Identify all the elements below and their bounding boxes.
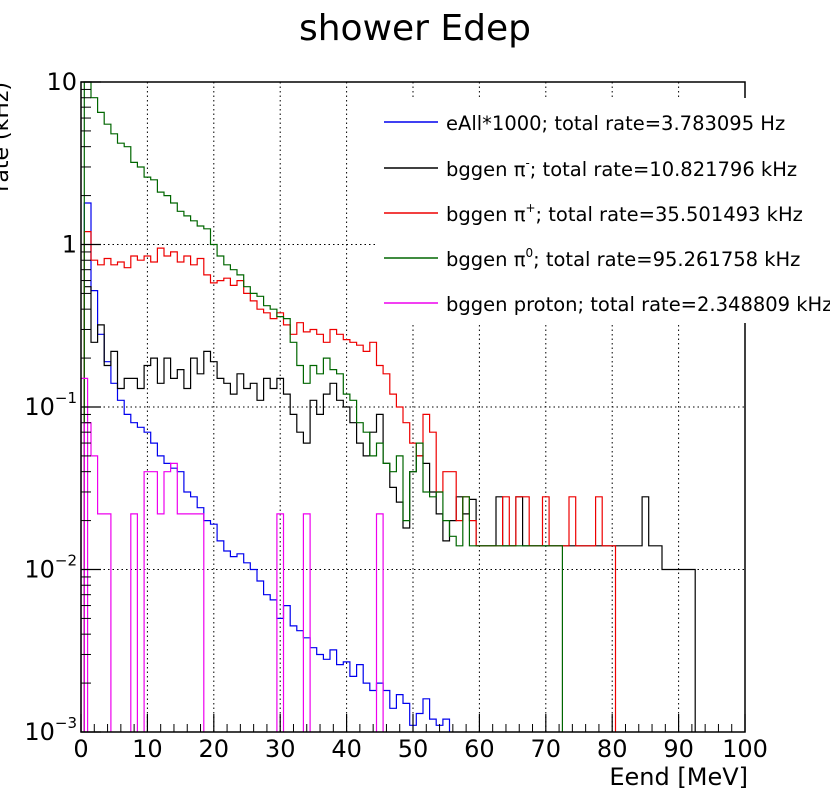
- series-3: [83, 81, 563, 732]
- series-0: [83, 202, 451, 732]
- y-tick-label: 10: [46, 68, 77, 96]
- x-tick-label: 0: [73, 735, 88, 763]
- series-4: [80, 377, 384, 732]
- series-line: [83, 81, 563, 732]
- y-tick-label: 10−2: [24, 552, 77, 584]
- legend-entry: bggen π-; total rate=10.821796 kHz: [446, 156, 797, 181]
- x-tick-label: 80: [597, 735, 628, 763]
- x-tick-label: 70: [531, 735, 562, 763]
- legend-entry: bggen π0; total rate=95.261758 kHz: [446, 246, 800, 271]
- series-line: [80, 377, 384, 732]
- y-axis-label: rate (kHz): [0, 82, 14, 192]
- legend-entry: bggen π+; total rate=35.501493 kHz: [446, 201, 803, 226]
- x-tick-label: 90: [663, 735, 694, 763]
- legend-box: [375, 98, 825, 323]
- legend: eAll*1000; total rate=3.783095 Hz bggen π…: [375, 98, 830, 323]
- x-tick-label: 20: [199, 735, 230, 763]
- x-axis-label: Eend [MeV]: [609, 763, 748, 791]
- y-tick-label: 10−1: [24, 389, 77, 421]
- series-line: [83, 286, 696, 732]
- x-tick-label: 60: [464, 735, 495, 763]
- x-tick-label: 50: [398, 735, 429, 763]
- x-tick-label: 100: [722, 735, 768, 763]
- legend-entry: eAll*1000; total rate=3.783095 Hz: [446, 112, 785, 135]
- x-tick-label: 40: [331, 735, 362, 763]
- series-layer: [80, 81, 696, 732]
- series-1: [83, 286, 696, 732]
- series-line: [83, 202, 451, 732]
- y-tick-label: 1: [62, 231, 77, 259]
- x-tick-label: 30: [265, 735, 296, 763]
- y-tick-label: 10−3: [24, 714, 77, 746]
- x-tick-label: 10: [132, 735, 163, 763]
- axes: 0 10 20 30 40 50 60 70 80 90 100 10 1 10−1 10−2 10−3: [24, 68, 768, 763]
- legend-entry: bggen proton; total rate=2.348809 kHz: [446, 293, 830, 316]
- chart-title: shower Edep: [299, 8, 531, 49]
